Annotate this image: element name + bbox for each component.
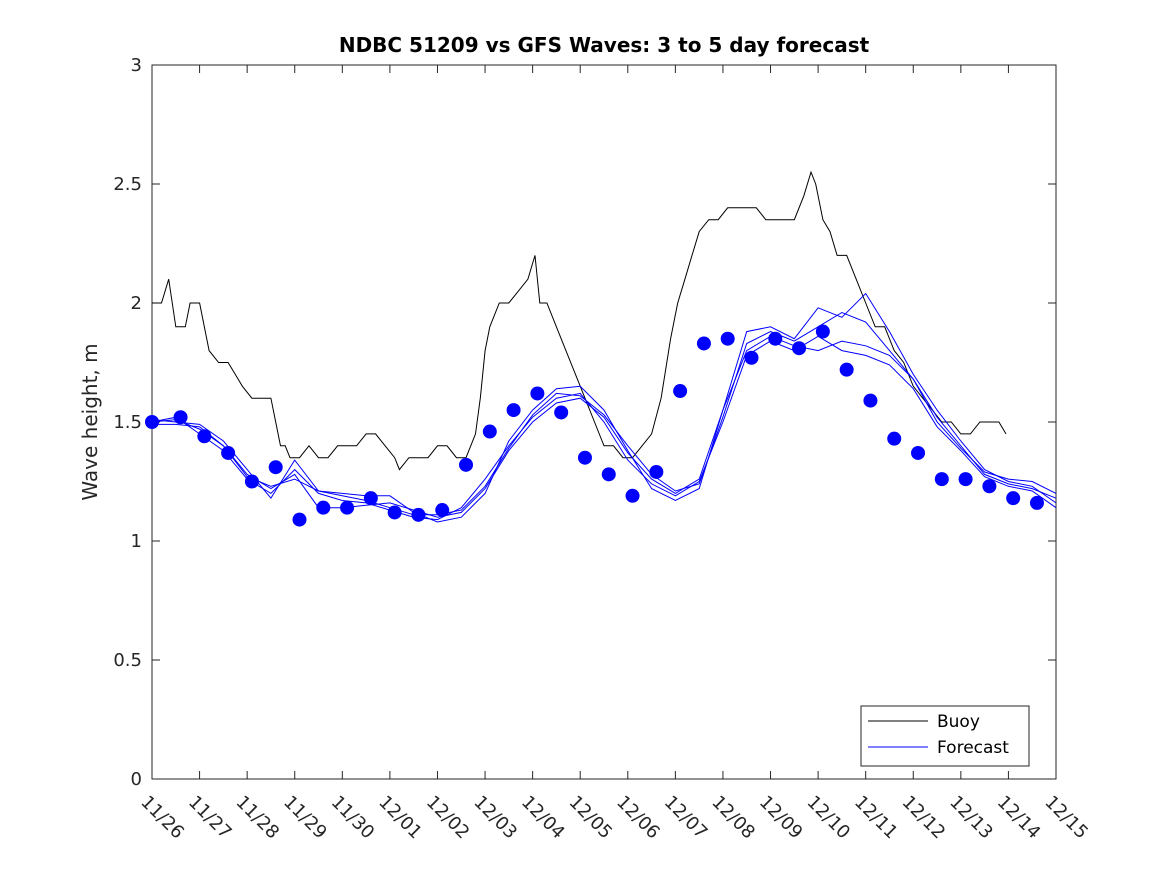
forecast-marker bbox=[887, 431, 902, 446]
forecast-marker bbox=[316, 500, 331, 515]
y-tick-label: 1 bbox=[131, 531, 142, 552]
forecast-marker bbox=[292, 512, 307, 527]
forecast-marker bbox=[173, 410, 188, 425]
forecast-marker bbox=[459, 457, 474, 472]
forecast-marker bbox=[815, 324, 830, 339]
legend: Buoy Forecast bbox=[860, 705, 1030, 767]
legend-box bbox=[860, 705, 1030, 767]
legend-forecast-label: Forecast bbox=[937, 738, 1009, 758]
y-tick-label: 2.5 bbox=[113, 174, 142, 195]
forecast-marker bbox=[577, 450, 592, 465]
forecast-marker bbox=[982, 479, 997, 494]
forecast-marker bbox=[221, 445, 236, 460]
forecast-marker bbox=[387, 505, 402, 520]
forecast-marker bbox=[244, 474, 259, 489]
chart-title: NDBC 51209 vs GFS Waves: 3 to 5 day fore… bbox=[339, 33, 870, 57]
series-buoy-line bbox=[152, 170, 1007, 471]
forecast-marker bbox=[506, 403, 521, 418]
forecast-marker bbox=[958, 472, 973, 487]
series-forecast-run-line bbox=[151, 335, 1057, 521]
forecast-marker bbox=[340, 500, 355, 515]
forecast-marker bbox=[268, 460, 283, 475]
y-axis-label: Wave height, m bbox=[78, 343, 102, 500]
forecast-marker bbox=[792, 341, 807, 356]
forecast-marker bbox=[673, 384, 688, 399]
forecast-marker bbox=[435, 503, 450, 518]
y-tick-label: 2 bbox=[131, 293, 142, 314]
forecast-marker bbox=[363, 491, 378, 506]
forecast-marker bbox=[696, 336, 711, 351]
forecast-marker bbox=[649, 464, 664, 479]
y-tick-label: 3 bbox=[131, 55, 142, 76]
y-tick-label: 0 bbox=[131, 769, 142, 790]
forecast-marker bbox=[411, 507, 426, 522]
forecast-marker bbox=[720, 331, 735, 346]
forecast-marker bbox=[934, 472, 949, 487]
series-forecast-line bbox=[151, 335, 1057, 518]
forecast-marker bbox=[601, 467, 616, 482]
forecast-marker bbox=[1006, 491, 1021, 506]
forecast-marker bbox=[145, 415, 159, 429]
forecast-marker bbox=[839, 362, 854, 377]
forecast-marker bbox=[197, 429, 212, 444]
forecast-marker bbox=[768, 331, 783, 346]
series-forecast-run-line bbox=[152, 311, 1057, 516]
forecast-marker bbox=[530, 386, 545, 401]
forecast-marker bbox=[911, 445, 926, 460]
forecast-marker bbox=[1029, 495, 1044, 510]
y-tick-label: 1.5 bbox=[113, 412, 142, 433]
series-forecast-run-line bbox=[151, 292, 1057, 523]
forecast-marker bbox=[744, 350, 759, 365]
legend-buoy-label: Buoy bbox=[937, 712, 980, 732]
forecast-marker bbox=[863, 393, 878, 408]
forecast-marker bbox=[625, 488, 640, 503]
forecast-marker bbox=[554, 405, 569, 420]
y-tick-label: 0.5 bbox=[113, 650, 142, 671]
forecast-marker bbox=[482, 424, 497, 439]
